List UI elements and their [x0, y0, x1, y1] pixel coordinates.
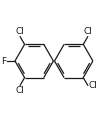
Text: F: F	[1, 56, 6, 66]
Text: Cl: Cl	[83, 27, 92, 36]
Text: Cl: Cl	[16, 27, 25, 36]
Text: Cl: Cl	[16, 86, 25, 95]
Text: Cl: Cl	[89, 81, 98, 90]
